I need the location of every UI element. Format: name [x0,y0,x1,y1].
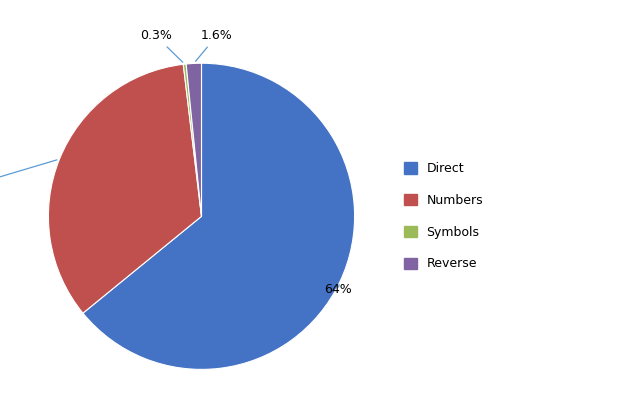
Legend: Direct, Numbers, Symbols, Reverse: Direct, Numbers, Symbols, Reverse [399,157,488,275]
Text: 64%: 64% [324,283,352,296]
Wedge shape [186,63,202,216]
Text: 34%: 34% [0,160,57,192]
Wedge shape [83,63,355,369]
Wedge shape [184,64,202,216]
Text: 1.6%: 1.6% [195,29,232,61]
Wedge shape [48,64,202,313]
Text: 0.3%: 0.3% [140,29,183,62]
